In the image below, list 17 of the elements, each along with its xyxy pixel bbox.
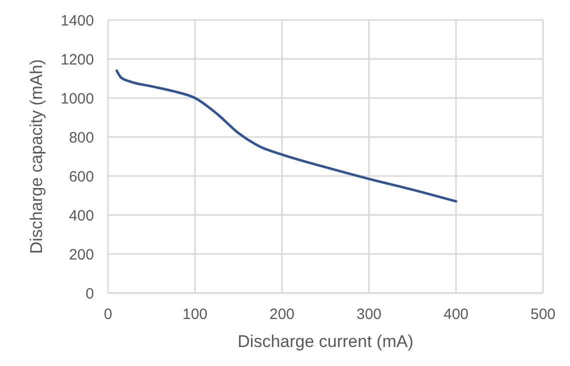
y-tick-label: 1000 bbox=[60, 90, 94, 108]
x-tick-label: 400 bbox=[443, 306, 469, 323]
x-axis-title: Discharge current (mA) bbox=[238, 332, 414, 351]
y-tick-label: 400 bbox=[68, 207, 94, 224]
y-tick-label: 600 bbox=[68, 168, 94, 186]
x-tick-label: 300 bbox=[356, 306, 382, 323]
y-tick-label: 1400 bbox=[60, 12, 94, 30]
line-series bbox=[115, 69, 458, 203]
x-tick-label: 100 bbox=[182, 306, 208, 323]
x-tick-label: 500 bbox=[530, 306, 556, 323]
y-tick-label: 0 bbox=[86, 285, 94, 302]
y-tick-label: 1200 bbox=[60, 51, 94, 68]
y-axis-title: Discharge capacity (mAh) bbox=[27, 59, 46, 254]
y-tick-label: 200 bbox=[68, 246, 94, 264]
x-tick-label: 0 bbox=[104, 306, 112, 323]
x-tick-label: 200 bbox=[269, 306, 295, 323]
y-tick-label: 800 bbox=[68, 129, 94, 146]
